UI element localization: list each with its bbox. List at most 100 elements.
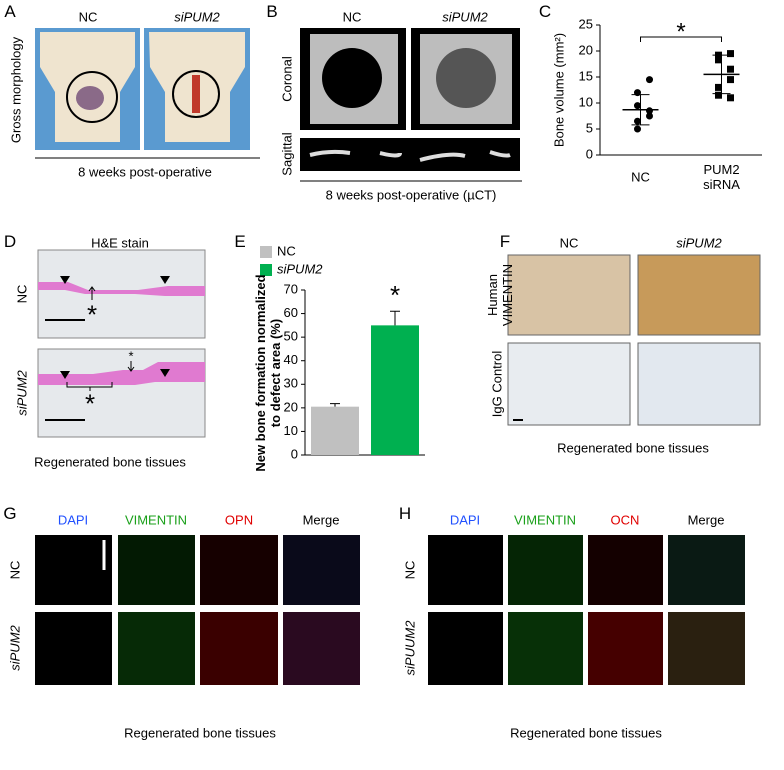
y-tick-label: 40 bbox=[284, 352, 298, 367]
photo bbox=[668, 612, 745, 685]
column-label: Merge bbox=[687, 512, 725, 528]
annotation: * bbox=[86, 299, 98, 330]
photo bbox=[35, 535, 112, 605]
row-label: Human VIMENTIN bbox=[485, 263, 515, 327]
photo bbox=[118, 535, 195, 605]
photo bbox=[588, 535, 663, 605]
point bbox=[715, 91, 722, 99]
point bbox=[646, 76, 653, 84]
y-tick-label: 5 bbox=[586, 120, 593, 135]
point bbox=[727, 50, 734, 58]
bracket bbox=[66, 382, 113, 391]
sd-bar bbox=[631, 94, 650, 126]
arrow bbox=[88, 286, 96, 292]
row-label: NC bbox=[402, 560, 418, 580]
column-label: DAPI bbox=[449, 512, 481, 528]
photo bbox=[508, 535, 583, 605]
column-label: siPUM2 bbox=[174, 9, 220, 25]
point bbox=[727, 76, 734, 84]
photo bbox=[637, 254, 761, 336]
panel-title: H&E stain bbox=[91, 235, 149, 251]
photo bbox=[38, 362, 205, 385]
annotation: * bbox=[84, 388, 96, 419]
column-label: siPUM2 bbox=[676, 235, 722, 251]
arrow bbox=[127, 366, 135, 372]
photo bbox=[507, 342, 631, 426]
row-label: siPUUM2 bbox=[402, 620, 418, 676]
photo bbox=[200, 535, 278, 605]
significance: * bbox=[390, 280, 400, 310]
panel-letter: B bbox=[266, 2, 278, 21]
panel-letter: C bbox=[538, 2, 552, 21]
photo bbox=[322, 48, 382, 108]
photo bbox=[192, 75, 200, 113]
y-tick-label: 70 bbox=[284, 281, 298, 296]
photo bbox=[668, 535, 745, 605]
caption: Regenerated bone tissues bbox=[34, 454, 186, 470]
photo bbox=[283, 612, 360, 685]
photo bbox=[428, 535, 503, 605]
photo bbox=[508, 612, 583, 685]
y-tick-label: 0 bbox=[586, 146, 593, 161]
point bbox=[715, 83, 722, 91]
photo bbox=[283, 535, 360, 605]
annotation: * bbox=[128, 348, 134, 364]
row-label: Sagittal bbox=[279, 132, 295, 176]
y-tick-label: 60 bbox=[284, 305, 298, 320]
y-axis-label: Bone volume (mm²) bbox=[551, 33, 566, 147]
panel-letter: H bbox=[398, 504, 412, 523]
caption: 8 weeks post-operative bbox=[78, 164, 212, 180]
legend-label: NC bbox=[277, 243, 296, 258]
column-label: VIMENTIN bbox=[124, 512, 188, 528]
caption: 8 weeks post-operative (µCT) bbox=[325, 187, 497, 203]
photo bbox=[172, 70, 220, 118]
y-tick-label: 10 bbox=[579, 94, 593, 109]
row-label: IgG Control bbox=[489, 350, 505, 418]
significance: * bbox=[676, 18, 685, 45]
y-tick-label: 20 bbox=[284, 399, 298, 414]
legend-swatch bbox=[260, 264, 272, 276]
point bbox=[634, 125, 641, 133]
photo bbox=[436, 48, 496, 108]
caption: Regenerated bone tissues bbox=[124, 725, 276, 741]
column-label: NC bbox=[78, 9, 98, 25]
photo bbox=[507, 254, 631, 336]
error-bar bbox=[330, 403, 340, 407]
row-label: siPUM2 bbox=[7, 625, 23, 671]
photo bbox=[588, 612, 663, 685]
column-label: OCN bbox=[610, 512, 640, 528]
bar bbox=[311, 406, 359, 455]
panel-letter: A bbox=[4, 2, 16, 21]
point bbox=[727, 65, 734, 73]
panel-letter: E bbox=[234, 232, 246, 251]
legend-swatch bbox=[260, 246, 272, 258]
photo bbox=[35, 612, 112, 685]
column-label: DAPI bbox=[57, 512, 89, 528]
column-label: NC bbox=[559, 235, 579, 251]
significance-bracket bbox=[640, 36, 722, 42]
y-axis-label: New bone formation normalized to defect … bbox=[253, 273, 283, 472]
photo bbox=[118, 612, 195, 685]
point bbox=[634, 102, 641, 110]
y-tick-label: 30 bbox=[284, 376, 298, 391]
column-label: OPN bbox=[224, 512, 254, 528]
row-label: NC bbox=[7, 560, 23, 580]
sd-bar bbox=[712, 54, 731, 95]
row-label: NC bbox=[14, 284, 30, 304]
y-tick-label: 15 bbox=[579, 68, 593, 83]
photo bbox=[38, 282, 205, 296]
point bbox=[646, 112, 653, 120]
column-label: Merge bbox=[302, 512, 340, 528]
column-label: VIMENTIN bbox=[513, 512, 577, 528]
column-label: siPUM2 bbox=[442, 9, 488, 25]
photo bbox=[309, 149, 511, 162]
caption: Regenerated bone tissues bbox=[510, 725, 662, 741]
photo bbox=[428, 612, 503, 685]
y-tick-label: 0 bbox=[291, 446, 298, 461]
y-tick-label: 50 bbox=[284, 329, 298, 344]
column-label: NC bbox=[342, 9, 362, 25]
caption: Regenerated bone tissues bbox=[557, 440, 709, 456]
panel-letter: F bbox=[499, 232, 511, 251]
photo bbox=[637, 342, 761, 426]
